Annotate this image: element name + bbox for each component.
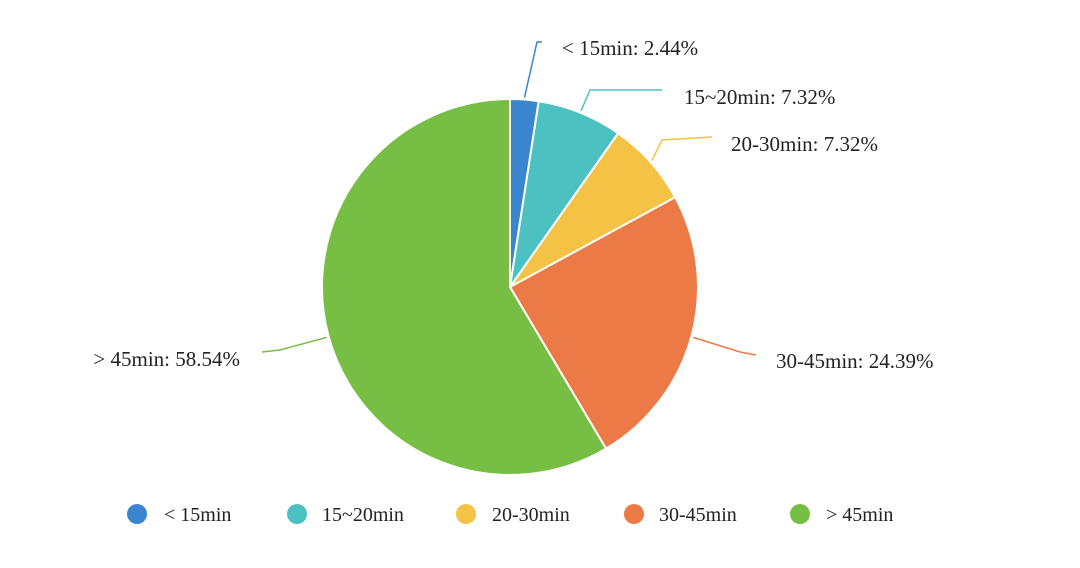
legend-swatch: [624, 504, 644, 524]
slice-label: < 15min: 2.44%: [562, 36, 698, 60]
label-leader-lines: [261, 41, 757, 356]
leader-line: [651, 136, 713, 161]
leader-line: [261, 336, 327, 353]
leader-line: [580, 89, 662, 112]
legend-label: < 15min: [164, 504, 231, 526]
legend-swatch: [287, 504, 307, 524]
legend-item[interactable]: > 45min: [790, 504, 893, 526]
legend-label: 20-30min: [492, 504, 570, 526]
slice-label: > 45min: 58.54%: [93, 347, 240, 371]
slice-label: 15~20min: 7.32%: [684, 85, 835, 109]
leader-line: [523, 41, 542, 98]
legend-label: 15~20min: [322, 504, 404, 526]
legend-item[interactable]: 30-45min: [624, 504, 737, 526]
pie-slice: [320, 98, 608, 476]
slice-labels: < 15min: 2.44% 15~20min: 7.32% 20-30min: 7…: [93, 36, 933, 373]
legend-swatch: [790, 504, 810, 524]
slice-label: 30-45min: 24.39%: [776, 349, 934, 373]
legend-swatch: [456, 504, 476, 524]
legend-swatch: [127, 504, 147, 524]
legend: < 15min 15~20min 20-30min 30-45min > 45min: [127, 504, 893, 526]
leader-line: [692, 336, 757, 356]
slice-label: 20-30min: 7.32%: [731, 132, 878, 156]
legend-label: 30-45min: [659, 504, 737, 526]
legend-item[interactable]: 20-30min: [456, 504, 570, 526]
legend-label: > 45min: [826, 504, 893, 526]
legend-item[interactable]: < 15min: [127, 504, 231, 526]
legend-item[interactable]: 15~20min: [287, 504, 404, 526]
pie-slice: [509, 196, 699, 450]
pie-slices: [320, 97, 699, 476]
